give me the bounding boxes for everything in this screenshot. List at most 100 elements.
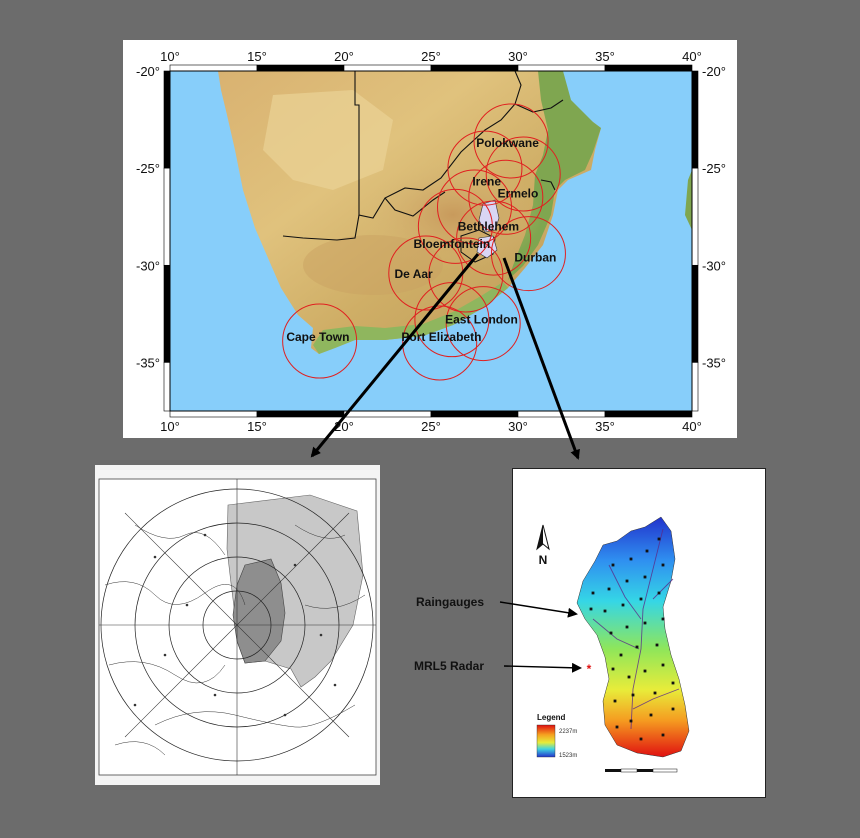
city-label: De Aar bbox=[394, 267, 433, 281]
north-arrow-icon bbox=[536, 524, 550, 551]
city-labels: Polokwane Irene Bloemfontein Ermelo Bethlehe… bbox=[286, 136, 556, 344]
raingauges-pointer bbox=[499, 601, 578, 618]
madagascar-edge bbox=[685, 170, 692, 230]
raingauges-label: Raingauges bbox=[416, 595, 484, 609]
radar-ring bbox=[447, 130, 523, 206]
radar-ring bbox=[414, 282, 490, 358]
latitude-labels-left: -20° -25° -30° -35° bbox=[136, 64, 160, 370]
raingauge-dot bbox=[643, 669, 647, 673]
lon-tick-label: 40° bbox=[682, 419, 702, 434]
radar-ring bbox=[490, 216, 566, 292]
arrow-to-radar-panel bbox=[310, 253, 480, 458]
longitude-labels-top: 10° 15° 20° 25° 30° 35° 40° bbox=[160, 49, 702, 64]
raingauge-dot bbox=[661, 663, 665, 667]
radar-ring bbox=[437, 169, 512, 245]
southern-coast-belt bbox=[313, 282, 508, 354]
raingauge-dot bbox=[627, 675, 631, 679]
lesotho-outline bbox=[460, 229, 496, 263]
longitude-labels-bottom: 10° 15° 20° 25° 30° 35° 40° bbox=[160, 419, 702, 434]
lon-tick-label: 30° bbox=[508, 419, 528, 434]
catchment-dem-map: N * Legend 2237m 1523m bbox=[536, 516, 690, 773]
arrow-to-catchment-panel bbox=[502, 257, 580, 460]
raingauge-dot bbox=[657, 591, 661, 595]
city-label: Bloemfontein bbox=[414, 237, 491, 251]
scale-bar bbox=[605, 768, 678, 773]
lon-tick-label: 40° bbox=[682, 49, 702, 64]
karoo bbox=[303, 235, 443, 295]
raingauge-dot bbox=[671, 681, 675, 685]
catchment-region-dark bbox=[232, 558, 286, 664]
radar-ring bbox=[417, 188, 493, 264]
raingauge-dot bbox=[655, 643, 659, 647]
radar-ring bbox=[473, 103, 549, 179]
lon-tick-label: 35° bbox=[595, 49, 615, 64]
lat-tick-label: -30° bbox=[136, 258, 160, 273]
raingauge-dot bbox=[657, 537, 661, 541]
raingauge-dot bbox=[643, 621, 647, 625]
raingauge-dot bbox=[643, 575, 647, 579]
raingauge-dot bbox=[645, 549, 649, 553]
station-dots bbox=[133, 533, 337, 717]
city-label: Cape Town bbox=[286, 330, 349, 344]
raingauge-dot bbox=[635, 645, 639, 649]
city-label: Port Elizabeth bbox=[401, 330, 481, 344]
city-label: Irene bbox=[472, 175, 501, 189]
raingauge-dot bbox=[589, 607, 593, 611]
north-label: N bbox=[539, 553, 548, 567]
lon-tick-label: 10° bbox=[160, 419, 180, 434]
map-frame bbox=[169, 70, 693, 412]
raingauge-dot bbox=[615, 725, 619, 729]
lon-tick-label: 30° bbox=[508, 49, 528, 64]
lat-tick-label: -25° bbox=[136, 161, 160, 176]
city-label: Bethlehem bbox=[458, 219, 519, 233]
raingauge-dot bbox=[609, 631, 613, 635]
raingauge-dot bbox=[649, 713, 653, 717]
radar-spokes bbox=[99, 479, 376, 775]
radar-ring bbox=[456, 200, 532, 276]
radar-ring bbox=[428, 237, 504, 313]
raingauge-dot bbox=[625, 579, 629, 583]
raingauge-dot bbox=[639, 597, 643, 601]
raingauge-dot bbox=[611, 667, 615, 671]
lat-tick-label: -35° bbox=[136, 355, 160, 370]
raingauge-dot bbox=[621, 603, 625, 607]
radar-ring bbox=[468, 159, 544, 235]
raingauge-dot bbox=[619, 653, 623, 657]
lat-tick-label: -20° bbox=[702, 64, 726, 79]
latitude-labels-right: -20° -25° -30° -35° bbox=[702, 64, 726, 370]
district-boundaries bbox=[104, 524, 366, 756]
radar-marker-icon: * bbox=[587, 662, 592, 676]
legend-color-ramp bbox=[536, 724, 556, 758]
city-label: Ermelo bbox=[498, 186, 539, 200]
lat-tick-label: -35° bbox=[702, 355, 726, 370]
city-label: East London bbox=[445, 313, 518, 327]
raingauge-dot bbox=[603, 609, 607, 613]
legend-high-value: 2237m bbox=[559, 729, 577, 735]
raingauge-dot bbox=[607, 587, 611, 591]
raingauge-dot bbox=[591, 591, 595, 595]
lat-tick-label: -30° bbox=[702, 258, 726, 273]
raingauge-dot bbox=[653, 691, 657, 695]
raingauge-dot bbox=[661, 733, 665, 737]
radar-coverage-diagram bbox=[98, 478, 377, 776]
lon-tick-label: 15° bbox=[247, 419, 267, 434]
lon-tick-label: 20° bbox=[334, 49, 354, 64]
raingauge-dot bbox=[629, 557, 633, 561]
lat-tick-label: -20° bbox=[136, 64, 160, 79]
radar-pointer bbox=[503, 662, 582, 673]
raingauge-dot bbox=[631, 693, 635, 697]
radar-ring bbox=[402, 305, 478, 381]
southern-africa-map-panel: 10° 15° 20° 25° 30° 35° 40° 10° 15° 20° 25° 30° 35°… bbox=[123, 40, 737, 438]
legend-title: Legend bbox=[537, 713, 566, 722]
lon-tick-label: 25° bbox=[421, 419, 441, 434]
radar-ring bbox=[282, 303, 358, 379]
raingauge-dot bbox=[613, 699, 617, 703]
country-borders bbox=[282, 71, 564, 241]
raingauge-dot bbox=[671, 707, 675, 711]
city-label: Durban bbox=[514, 250, 556, 264]
raingauge-dot bbox=[629, 719, 633, 723]
lon-tick-label: 10° bbox=[160, 49, 180, 64]
map-frame-ticks bbox=[163, 64, 699, 418]
city-label: Polokwane bbox=[476, 136, 539, 150]
lon-tick-label: 25° bbox=[421, 49, 441, 64]
